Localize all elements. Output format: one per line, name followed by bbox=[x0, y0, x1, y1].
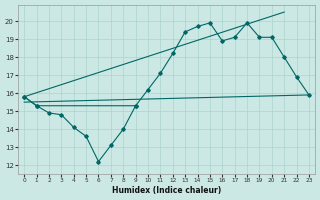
X-axis label: Humidex (Indice chaleur): Humidex (Indice chaleur) bbox=[112, 186, 221, 195]
